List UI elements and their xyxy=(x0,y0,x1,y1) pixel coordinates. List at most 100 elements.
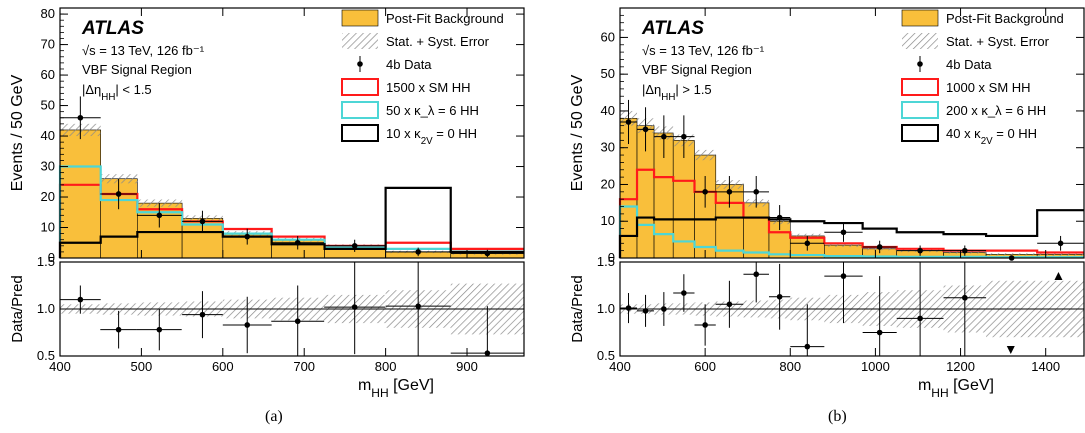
legend-swatch xyxy=(902,33,938,49)
x-tick-label: 600 xyxy=(212,359,234,374)
atlas-label: ATLAS xyxy=(641,18,704,39)
panel-b-caption: (b) xyxy=(828,408,847,425)
error-band xyxy=(986,253,1038,256)
ratio-point xyxy=(484,350,491,356)
data-point xyxy=(962,247,968,254)
legend-swatch xyxy=(341,78,379,96)
panel-a-chart: 0 10 20 30 40 50 60 70 80 Events / 50 GeV ATLAS √s … xyxy=(9,6,525,400)
ratio-point xyxy=(244,322,251,328)
legend-swatch xyxy=(917,61,923,67)
data-point xyxy=(661,133,667,140)
panel-a-caption: (a) xyxy=(265,408,283,425)
ratio-y-axis-label: Data/Pred xyxy=(569,275,586,343)
region-label: VBF Signal Region xyxy=(82,62,192,77)
y-tick-label: 70 xyxy=(41,37,55,52)
x-tick-label: 400 xyxy=(609,359,631,374)
legend-label: 1000 x SM HH xyxy=(946,80,1031,95)
y-tick-label: 10 xyxy=(601,213,615,228)
energy-label: √s = 13 TeV, 126 fb⁻¹ xyxy=(82,43,205,58)
y-tick-label: 30 xyxy=(601,140,615,155)
energy-label: √s = 13 TeV, 126 fb⁻¹ xyxy=(642,43,765,58)
legend-label: 40 x κ2V = 0 HH xyxy=(946,126,1037,147)
data-point xyxy=(876,244,883,250)
ratio-point xyxy=(642,308,649,314)
error-band xyxy=(1037,252,1084,256)
data-point xyxy=(1057,240,1064,247)
y-tick-label: 20 xyxy=(601,176,615,191)
data-point xyxy=(840,229,847,236)
ratio-down-arrow-marker xyxy=(1006,346,1015,354)
y-tick-label: 30 xyxy=(41,159,55,174)
y-tick-label: 80 xyxy=(41,6,55,21)
ratio-point xyxy=(77,296,84,303)
x-tick-label: 800 xyxy=(375,359,397,374)
data-point xyxy=(294,239,301,246)
signal-line xyxy=(618,168,1084,258)
data-point xyxy=(804,240,811,247)
legend-swatch xyxy=(341,124,379,142)
legend-swatch xyxy=(342,33,378,49)
legend-swatch xyxy=(901,78,939,96)
legend-swatch xyxy=(341,9,379,27)
legend-label: 1500 x SM HH xyxy=(386,80,471,95)
legend-swatch xyxy=(901,9,939,27)
x-tick-label: 1400 xyxy=(1031,359,1060,374)
legend-swatch xyxy=(901,124,939,142)
data-point xyxy=(77,114,84,121)
data-point xyxy=(351,243,358,249)
ratio-y-tick-label: 1.0 xyxy=(37,301,55,316)
background-bar xyxy=(59,129,102,259)
legend-label: 50 x κ_λ = 6 HH xyxy=(386,103,479,118)
ratio-y-axis-label: Data/Pred xyxy=(9,275,26,343)
y-tick-label: 50 xyxy=(601,66,615,81)
ratio-point xyxy=(876,329,883,336)
legend-swatch xyxy=(341,101,379,119)
legend-swatch xyxy=(357,61,363,67)
ratio-point xyxy=(681,290,687,296)
data-point xyxy=(776,214,783,221)
ratio-y-tick-label: 1.5 xyxy=(37,254,55,269)
legend-label: 4b Data xyxy=(386,57,432,72)
ratio-point xyxy=(294,318,301,325)
y-tick-label: 50 xyxy=(41,98,55,113)
y-tick-label: 20 xyxy=(41,189,55,204)
ratio-y-tick-label: 1.0 xyxy=(597,301,615,316)
ratio-point xyxy=(753,271,760,278)
x-tick-label: 900 xyxy=(456,359,478,374)
ratio-point xyxy=(351,304,358,310)
panel-b-chart: 0 10 20 30 40 50 60 Events / 50 GeV ATLAS √s = 13… xyxy=(569,7,1085,400)
ratio-point xyxy=(415,303,421,309)
error-band xyxy=(824,243,863,247)
ratio-point xyxy=(702,322,708,328)
data-point xyxy=(917,247,923,254)
ratio-point xyxy=(115,326,122,333)
data-point xyxy=(702,189,708,195)
y-tick-label: 0 xyxy=(608,250,615,265)
figure: 0 10 20 30 40 50 60 70 80 Events / 50 GeV ATLAS √s … xyxy=(9,6,1085,400)
x-tick-label: 500 xyxy=(131,359,153,374)
cut-label: |ΔηHH| > 1.5 xyxy=(642,82,712,103)
ratio-y-tick-label: 0.5 xyxy=(37,348,55,363)
ratio-point xyxy=(156,326,163,333)
y-tick-label: 10 xyxy=(41,220,55,235)
ratio-point xyxy=(804,343,811,350)
ratio-point xyxy=(726,301,733,308)
ratio-point xyxy=(776,293,783,300)
legend-label: 10 x κ2V = 0 HH xyxy=(386,126,477,147)
x-tick-label: 700 xyxy=(293,359,315,374)
y-tick-label: 60 xyxy=(41,67,55,82)
data-point xyxy=(681,133,687,140)
data-point xyxy=(753,189,760,195)
legend-label: Stat. + Syst. Error xyxy=(386,34,490,49)
ratio-y-tick-label: 0.5 xyxy=(597,348,615,363)
data-point xyxy=(484,250,491,257)
y-axis-label: Events / 50 GeV xyxy=(9,74,26,191)
legend-swatch xyxy=(901,101,939,119)
y-tick-label: 60 xyxy=(601,29,615,44)
y-tick-label: 40 xyxy=(601,103,615,118)
x-axis-label: mHH [GeV] xyxy=(358,377,434,400)
error-band xyxy=(694,149,716,161)
atlas-label: ATLAS xyxy=(81,18,144,39)
ratio-point xyxy=(917,315,923,322)
x-tick-label: 1000 xyxy=(861,359,890,374)
